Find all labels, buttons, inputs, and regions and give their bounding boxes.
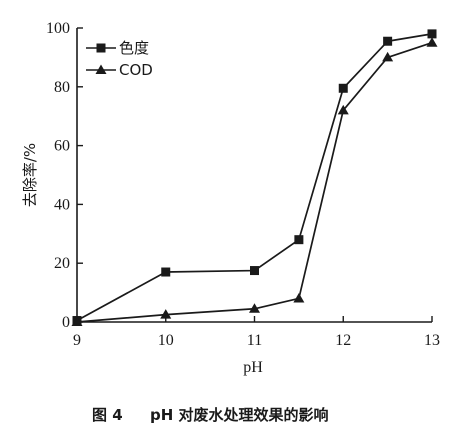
y-tick-label: 0 bbox=[62, 314, 70, 331]
legend: 色度 COD bbox=[86, 39, 153, 79]
data-point-color bbox=[427, 29, 437, 39]
x-tick-label: 12 bbox=[335, 332, 351, 349]
y-tick-label: 100 bbox=[46, 20, 70, 37]
y-tick-label: 60 bbox=[54, 138, 70, 155]
legend-triangle-marker bbox=[95, 64, 107, 74]
series-layer bbox=[71, 29, 438, 326]
y-tick-label: 20 bbox=[54, 255, 70, 272]
data-point-cod bbox=[337, 104, 349, 115]
data-point-color bbox=[383, 36, 393, 46]
y-axis-label: 去除率/% bbox=[21, 143, 39, 207]
x-tick-label: 11 bbox=[247, 332, 262, 349]
caption-number: 图 4 bbox=[92, 406, 123, 424]
data-point-color bbox=[161, 267, 171, 277]
y-tick-label: 80 bbox=[54, 79, 70, 96]
plot-area: 9 10 11 12 13 0 20 40 60 80 100 bbox=[46, 20, 440, 349]
data-point-cod bbox=[249, 303, 260, 313]
legend-square-marker bbox=[96, 43, 106, 53]
caption-text: pH 对废水处理效果的影响 bbox=[150, 406, 329, 424]
x-tick-label: 13 bbox=[424, 332, 440, 349]
data-point-cod bbox=[160, 309, 172, 319]
x-axis-label: pH bbox=[243, 359, 263, 376]
data-point-cod bbox=[293, 292, 305, 303]
data-point-cod bbox=[426, 37, 438, 47]
legend-label-cod: COD bbox=[119, 61, 153, 79]
x-tick-label: 9 bbox=[73, 332, 81, 349]
data-point-color bbox=[338, 83, 348, 93]
series-line-cod bbox=[76, 41, 433, 323]
data-point-cod bbox=[382, 51, 394, 62]
x-tick-label: 10 bbox=[158, 332, 174, 349]
axis-ticks: 9 10 11 12 13 0 20 40 60 80 100 bbox=[46, 20, 440, 349]
legend-label-color: 色度 bbox=[119, 39, 149, 57]
data-point-color bbox=[250, 266, 259, 276]
data-point-cod bbox=[71, 316, 83, 326]
figure-caption: 图 4 pH 对废水处理效果的影响 bbox=[92, 406, 329, 424]
data-point-color bbox=[294, 235, 304, 245]
y-tick-label: 40 bbox=[54, 196, 70, 213]
